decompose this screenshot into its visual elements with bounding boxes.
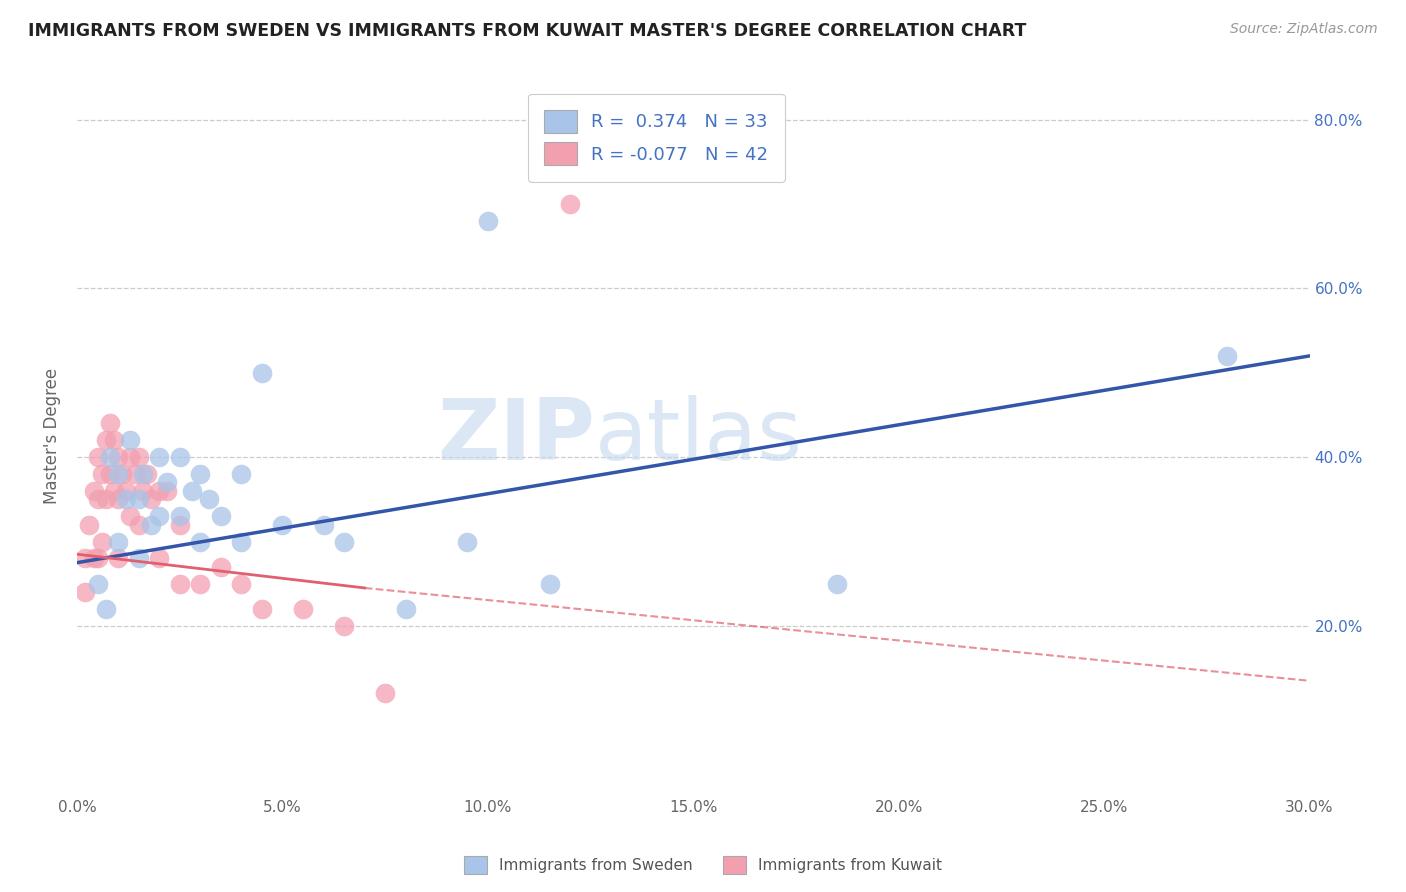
Point [86,551,108,566]
Text: IMMIGRANTS FROM SWEDEN VS IMMIGRANTS FROM KUWAIT MASTER'S DEGREE CORRELATION CHA: IMMIGRANTS FROM SWEDEN VS IMMIGRANTS FRO… [28,22,1026,40]
Point [188,467,211,481]
Point [107,492,129,507]
Point [128,551,150,566]
Point [156,475,179,490]
Point [107,551,129,566]
Point [271,517,294,532]
Point [83,483,105,498]
Point [169,576,191,591]
Text: Source: ZipAtlas.com: Source: ZipAtlas.com [1230,22,1378,37]
Point [209,509,232,524]
Point [98,467,121,481]
Point [103,434,125,448]
Point [98,450,121,465]
Point [120,434,142,448]
Point [169,450,191,465]
Point [107,450,129,465]
Point [148,483,170,498]
Point [79,517,101,532]
Point [231,576,253,591]
Point [477,214,499,228]
Point [312,517,335,532]
Point [558,197,581,211]
Point [250,366,273,380]
Point [90,534,112,549]
Point [83,551,105,566]
Point [86,492,108,507]
Point [98,417,121,431]
Point [292,602,315,616]
Point [75,585,97,599]
Point [115,483,138,498]
Point [333,534,356,549]
Point [90,467,112,481]
Point [132,467,155,481]
Text: atlas: atlas [595,394,803,477]
Point [124,467,146,481]
Point [456,534,478,549]
Y-axis label: Master's Degree: Master's Degree [44,368,60,504]
Point [86,576,108,591]
Point [395,602,418,616]
Point [197,492,219,507]
Point [374,686,396,700]
Point [188,534,211,549]
Point [75,551,97,566]
Point [128,450,150,465]
Point [94,602,117,616]
Point [107,534,129,549]
Point [169,517,191,532]
Text: ZIP: ZIP [437,394,595,477]
Legend: Immigrants from Sweden, Immigrants from Kuwait: Immigrants from Sweden, Immigrants from … [458,850,948,880]
Point [538,576,561,591]
Point [169,509,191,524]
Point [107,467,129,481]
Point [94,492,117,507]
Point [1216,349,1239,363]
Point [333,619,356,633]
Point [136,467,159,481]
Point [128,517,150,532]
Legend: R =  0.374   N = 33, R = -0.077   N = 42: R = 0.374 N = 33, R = -0.077 N = 42 [529,94,785,182]
Point [120,450,142,465]
Point [139,517,162,532]
Point [231,467,253,481]
Point [115,492,138,507]
Point [181,483,204,498]
Point [188,576,211,591]
Point [103,483,125,498]
Point [156,483,179,498]
Point [94,434,117,448]
Point [128,492,150,507]
Point [209,559,232,574]
Point [825,576,848,591]
Point [250,602,273,616]
Point [139,492,162,507]
Point [148,450,170,465]
Point [111,467,134,481]
Point [120,509,142,524]
Point [231,534,253,549]
Point [148,509,170,524]
Point [132,483,155,498]
Point [86,450,108,465]
Point [148,551,170,566]
